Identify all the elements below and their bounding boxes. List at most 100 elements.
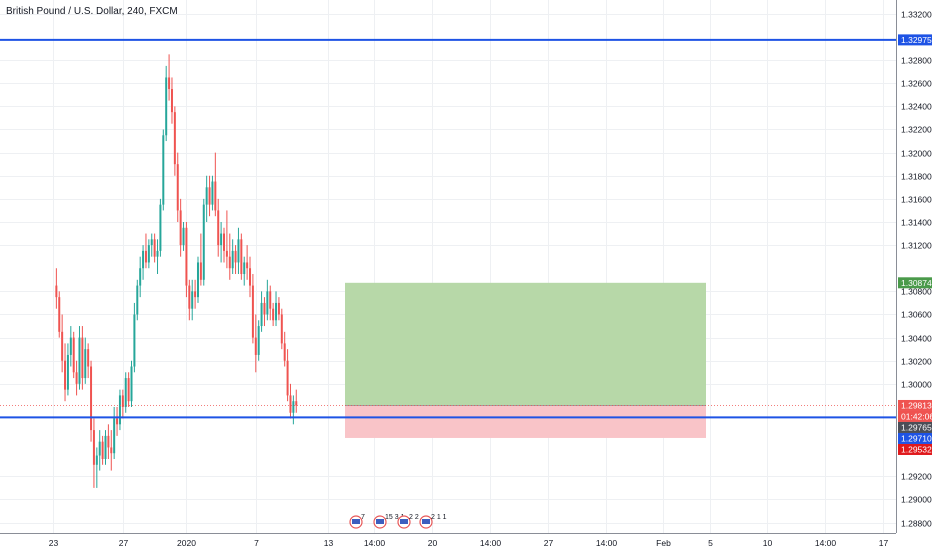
price-tag [898,399,932,411]
economic-events[interactable]: 7 15 3 1 2 2 2 1 1 [349,514,447,529]
flag-icon [400,519,408,524]
price-tag [898,421,932,433]
price-tag-label: 1.32975 [901,35,932,45]
candles [55,54,298,488]
flag-icon [376,519,384,524]
event-flag[interactable]: 2 2 [397,514,419,529]
price-tag [898,410,932,422]
price-tag [898,443,932,455]
candle-body [277,302,280,315]
candle-body [211,181,214,205]
profit-zone[interactable] [345,282,706,406]
time-axis-label: Feb [656,538,671,548]
price-axis-label: 1.32000 [901,149,932,159]
price-tag-label: 1.29813 [901,400,932,410]
candle-body [220,233,223,246]
candle-body [289,395,292,413]
candle-body [87,349,90,367]
price-axis-label: 1.32600 [901,79,932,89]
candle-body [194,291,197,298]
price-axis-label: 1.30200 [901,357,932,367]
price-axis-label: 1.29000 [901,495,932,505]
price-tag [898,432,932,444]
candle-body [246,262,249,269]
candle-body [223,233,225,251]
price-axis-label: 1.32800 [901,56,932,66]
candle-body [173,112,176,165]
candle-body [275,302,278,321]
price-axis-label: 1.32400 [901,102,932,112]
price-axis-label: 1.28800 [901,519,932,529]
candle-body [92,430,95,465]
candle-body [139,268,142,286]
price-axis-label: 1.31200 [901,241,932,251]
candle-body [133,314,136,367]
candle-body [116,418,119,425]
candle-body [283,343,286,361]
time-axis-label: 10 [763,538,773,548]
price-tag [898,277,932,289]
candle-body [78,337,81,384]
candle-body [124,378,127,407]
candle-body [127,378,130,402]
price-axis-label: 1.30400 [901,334,932,344]
candle-body [295,401,298,406]
candle-body [182,227,185,246]
horizontal-lines[interactable] [0,38,896,419]
time-axis-label: 14:00 [815,538,837,548]
price-tags: 1.329751.308741.2981301:42:061.297651.29… [898,34,932,455]
candle-body [130,366,133,402]
position-tool[interactable] [345,282,706,438]
candle-body [208,187,211,205]
candle-body [185,227,188,286]
event-count: 15 3 1 [385,514,405,521]
event-count: 2 2 [409,514,419,521]
price-axis-label: 1.31400 [901,218,932,228]
candle-body [72,337,75,373]
candle-body [81,337,84,379]
candle-body [263,302,266,315]
price-axis-label: 1.33200 [901,10,932,20]
event-flag[interactable]: 7 [349,514,365,529]
event-flag[interactable]: 15 3 1 [373,514,405,529]
candle-body [69,337,72,355]
candle-body [75,372,78,384]
candle-body [153,239,156,257]
candle-body [66,354,69,390]
candle-body [104,435,107,460]
loss-zone[interactable] [345,405,706,438]
price-tag-label: 1.29532 [901,444,932,454]
candle-body [165,77,168,136]
candle-body [107,435,110,448]
candle-body [118,395,121,425]
price-axis-label: 1.31600 [901,195,932,205]
candle-body [147,245,150,263]
flag-icon [352,519,360,524]
candle-body [98,441,101,456]
candle-body [240,239,243,275]
price-tag-label: 1.29710 [901,433,932,443]
candle-body [156,250,159,257]
price-axis-label: 1.30600 [901,310,932,320]
candle-body [214,181,217,211]
price-tag-label: 1.29765 [901,422,932,432]
time-axis-label: 27 [544,538,554,548]
time-axis-label: 14:00 [364,538,386,548]
time-axis-label: 7 [254,538,259,548]
candle-body [217,210,220,246]
price-tag [898,34,932,46]
price-axis-label: 1.29200 [901,472,932,482]
candle-body [196,262,199,298]
price-axis-label: 1.30000 [901,380,932,390]
price-tag-label: 1.30874 [901,278,932,288]
event-flag[interactable]: 2 1 1 [419,514,447,529]
candle-body [55,285,58,298]
candle-body [136,285,139,315]
candle-body [95,455,98,465]
candle-body [179,210,182,246]
candle-body [249,268,252,286]
